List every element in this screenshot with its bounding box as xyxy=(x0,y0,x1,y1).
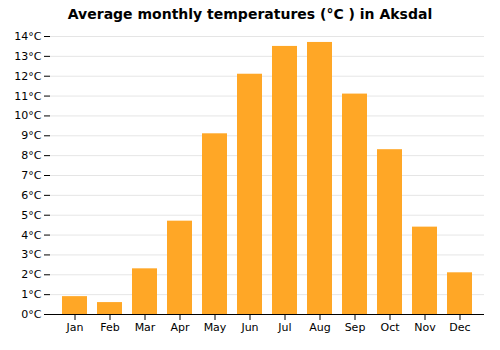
svg-text:14°C: 14°C xyxy=(14,30,41,43)
svg-text:May: May xyxy=(204,321,227,334)
svg-text:Mar: Mar xyxy=(135,321,156,334)
svg-text:Sep: Sep xyxy=(345,321,366,334)
svg-text:Jul: Jul xyxy=(277,321,291,334)
svg-text:5°C: 5°C xyxy=(21,209,41,222)
svg-text:8°C: 8°C xyxy=(21,149,41,162)
svg-text:Oct: Oct xyxy=(380,321,400,334)
svg-text:2°C: 2°C xyxy=(21,268,41,281)
svg-text:12°C: 12°C xyxy=(14,70,41,83)
svg-text:11°C: 11°C xyxy=(14,90,41,103)
svg-text:6°C: 6°C xyxy=(21,189,41,202)
svg-text:0°C: 0°C xyxy=(21,308,41,321)
svg-text:7°C: 7°C xyxy=(21,169,41,182)
html-text:Average monthly temperatures (: Average monthly temperatures (°C ) in Ak… xyxy=(67,6,433,22)
svg-text:1°C: 1°C xyxy=(21,288,41,301)
svg-text:3°C: 3°C xyxy=(21,248,41,261)
svg-text:Feb: Feb xyxy=(100,321,119,334)
svg-text:Apr: Apr xyxy=(170,321,190,334)
svg-text:4°C: 4°C xyxy=(21,229,41,242)
svg-text:Jun: Jun xyxy=(240,321,258,334)
svg-text:10°C: 10°C xyxy=(14,109,41,122)
svg-text:13°C: 13°C xyxy=(14,50,41,63)
svg-text:9°C: 9°C xyxy=(21,129,41,142)
svg-text:Dec: Dec xyxy=(449,321,470,334)
svg-text:Aug: Aug xyxy=(309,321,330,334)
svg-text:Nov: Nov xyxy=(414,321,436,334)
svg-text:Jan: Jan xyxy=(66,321,84,334)
